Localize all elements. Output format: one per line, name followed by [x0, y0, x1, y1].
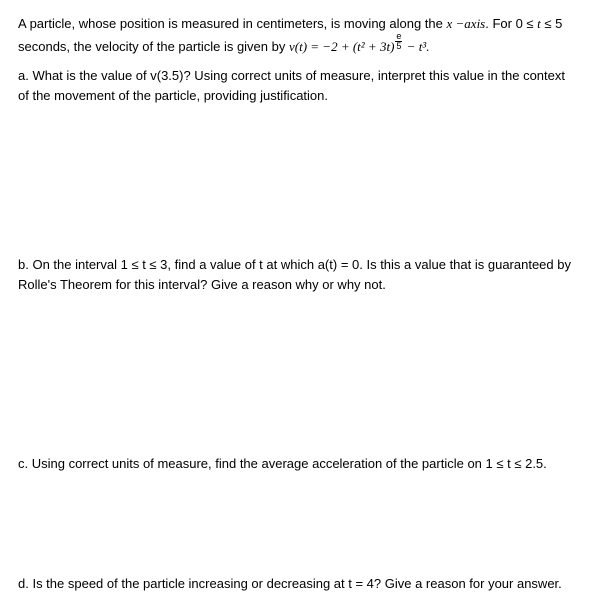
- part-c-text: c. Using correct units of measure, find …: [18, 456, 547, 471]
- part-d: d. Is the speed of the particle increasi…: [18, 574, 579, 594]
- part-d-text: d. Is the speed of the particle increasi…: [18, 576, 562, 591]
- intro-text-1: A particle, whose position is measured i…: [18, 16, 447, 31]
- frac-num: e: [395, 32, 402, 42]
- part-b-text: b. On the interval 1 ≤ t ≤ 3, find a val…: [18, 257, 571, 292]
- velocity-expr: v(t) = −2 + (t² + 3t): [289, 39, 394, 54]
- intro-text-2: . For 0 ≤: [485, 16, 537, 31]
- axis-text: x −axis: [447, 16, 486, 31]
- intro-line2-pre: seconds, the velocity of the particle is…: [18, 39, 289, 54]
- part-a-text: a. What is the value of v(3.5)? Using co…: [18, 68, 565, 103]
- part-a: a. What is the value of v(3.5)? Using co…: [18, 66, 579, 105]
- velocity-tail: − t³.: [403, 39, 429, 54]
- intro-paragraph: A particle, whose position is measured i…: [18, 14, 579, 56]
- part-b: b. On the interval 1 ≤ t ≤ 3, find a val…: [18, 255, 579, 294]
- intro-text-3: ≤ 5: [541, 16, 563, 31]
- frac-den: 5: [395, 42, 402, 51]
- part-c: c. Using correct units of measure, find …: [18, 454, 579, 474]
- exponent-frac: e5: [395, 32, 402, 51]
